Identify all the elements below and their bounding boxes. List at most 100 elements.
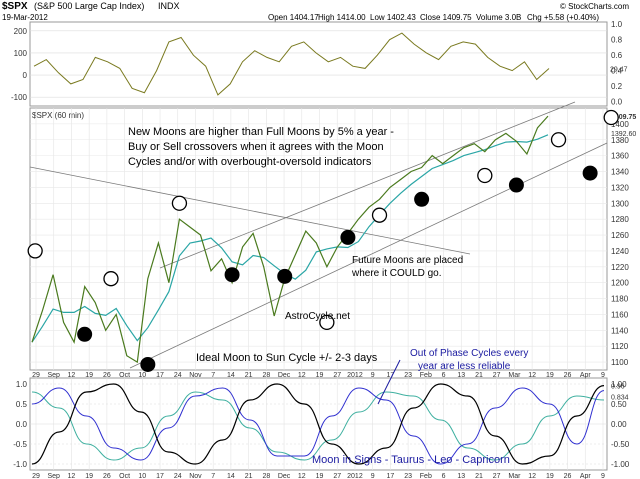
high-label: High 1414.00: [318, 13, 366, 22]
x-tick-label: 21: [245, 473, 253, 479]
x-tick-label: 7: [211, 372, 215, 379]
bottom-left-tick: 0.5: [16, 400, 28, 409]
price-line: [31, 115, 549, 364]
main-panel-label: $SPX (60 min): [32, 111, 84, 120]
x-tick-label: 17: [386, 473, 394, 479]
bottom-left-tick: 0.0: [16, 420, 28, 429]
x-tick-label: 19: [85, 372, 93, 379]
new-moon-marker: [224, 267, 240, 283]
x-tick-label: 23: [404, 473, 412, 479]
x-tick-label: Sep: [47, 372, 60, 379]
x-tick-label: 12: [528, 372, 536, 379]
top-value-label: 29.47: [610, 67, 628, 74]
moon-sun-cycle-wave: [31, 383, 605, 465]
full-moon-marker: [319, 314, 335, 331]
main-y-tick: 1400: [611, 120, 629, 129]
bottom-left-tick: -1.0: [13, 460, 27, 469]
future-note-line2: where it COULD go.: [351, 268, 441, 279]
axis-ticks: 29 29 Sep Sep 12 12 19 19 26 26 Oct Oct 10 10 17 17 24 24…: [11, 20, 636, 479]
main-y-tick: 1280: [611, 215, 629, 224]
low-label: Low 1402.43: [370, 13, 416, 22]
full-moon-marker: [27, 243, 43, 259]
x-tick-label: 10: [138, 473, 146, 479]
x-tick-label: 19: [546, 372, 554, 379]
out-of-phase-wave: [31, 387, 605, 465]
exchange-label: INDX: [158, 1, 180, 11]
x-tick-label: 14: [227, 473, 235, 479]
x-tick-label: 23: [404, 372, 412, 379]
full-moon-marker: [103, 271, 119, 287]
date-label: 19-Mar-2012: [2, 13, 48, 22]
x-tick-label: Nov: [189, 372, 202, 379]
x-tick-label: Apr: [580, 473, 592, 479]
grid-lines: [30, 30, 607, 470]
phase-arrow: [377, 359, 401, 405]
x-tick-label: 6: [442, 473, 446, 479]
x-tick-label: 9: [601, 372, 605, 379]
top-right-tick: 0.8: [611, 36, 623, 45]
full-moon-marker: [603, 109, 619, 126]
bottom-left-tick: 1.0: [16, 380, 28, 389]
site-label: AstroCycle.net: [285, 311, 350, 322]
full-moon-marker: [477, 167, 493, 184]
x-tick-label: 26: [564, 372, 572, 379]
bottom-value-label: 0.834: [611, 395, 629, 402]
x-tick-label: 28: [262, 372, 270, 379]
x-tick-label: 9: [601, 473, 605, 479]
main-panel-frame: [29, 107, 608, 371]
x-tick-label: 12: [298, 473, 306, 479]
x-tick-label: 24: [174, 473, 182, 479]
new-moon-marker: [340, 229, 356, 245]
x-tick-label: 26: [103, 473, 111, 479]
top-right-tick: 0.2: [611, 82, 623, 91]
main-y-tick: 1200: [611, 279, 629, 288]
main-y-tick: 1240: [611, 247, 629, 256]
main-y-tick: 1300: [611, 199, 629, 208]
future-note-line1: Future Moons are placed: [352, 255, 463, 266]
bottom-value-label: 0.96: [611, 384, 625, 391]
ideal-cycle-label: Ideal Moon to Sun Cycle +/- 2-3 days: [196, 352, 378, 364]
x-tick-label: 13: [457, 473, 465, 479]
lower-channel-line: [129, 142, 608, 369]
close-label: Close 1409.75: [420, 13, 472, 22]
x-tick-label: 27: [493, 473, 501, 479]
x-tick-label: Oct: [119, 372, 130, 379]
open-label: Open 1404.17: [268, 13, 319, 22]
top-right-tick: 0.0: [611, 98, 623, 107]
top-y-tick: 0: [23, 71, 28, 80]
main-y-tick: 1360: [611, 152, 629, 161]
descending-trend-line: [29, 166, 471, 255]
main-y-tick: 1100: [611, 358, 629, 367]
top-y-tick: -100: [11, 93, 28, 102]
x-tick-label: 19: [316, 473, 324, 479]
bottom-right-tick: 0.50: [611, 400, 627, 409]
x-tick-label: 10: [138, 372, 146, 379]
x-tick-label: 29: [32, 372, 40, 379]
full-moon-marker: [171, 195, 188, 211]
x-tick-label: 9: [371, 473, 375, 479]
main-y-tick: 1320: [611, 183, 629, 192]
top-y-tick: 100: [14, 49, 28, 58]
x-tick-label: 2012: [347, 372, 363, 379]
x-tick-label: 19: [546, 473, 554, 479]
x-tick-label: Oct: [119, 473, 130, 479]
x-tick-label: 14: [227, 372, 235, 379]
x-tick-label: 12: [298, 372, 306, 379]
annotation-line2: Buy or Sell crossovers when it agrees wi…: [128, 141, 384, 153]
x-tick-label: 29: [32, 473, 40, 479]
new-moon-marker: [277, 268, 293, 284]
full-moon-marker: [550, 132, 567, 148]
series-layer: [31, 32, 605, 465]
x-tick-label: Feb: [420, 372, 432, 379]
x-tick-label: 12: [68, 473, 76, 479]
x-tick-label: 27: [333, 473, 341, 479]
main-y-tick: 1380: [611, 136, 629, 145]
top-oscillator-line: [33, 32, 550, 96]
x-tick-label: Feb: [420, 473, 432, 479]
x-tick-label: 6: [442, 372, 446, 379]
index-name: (S&P 500 Large Cap Index): [34, 1, 144, 11]
main-value-label: 1392.60: [611, 131, 636, 138]
signs-label: Moon in Signs - Taurus - Leo - Capricorn: [312, 454, 510, 466]
chg-label: Chg +5.58 (+0.40%): [527, 13, 599, 22]
main-y-tick: 1140: [611, 326, 629, 335]
